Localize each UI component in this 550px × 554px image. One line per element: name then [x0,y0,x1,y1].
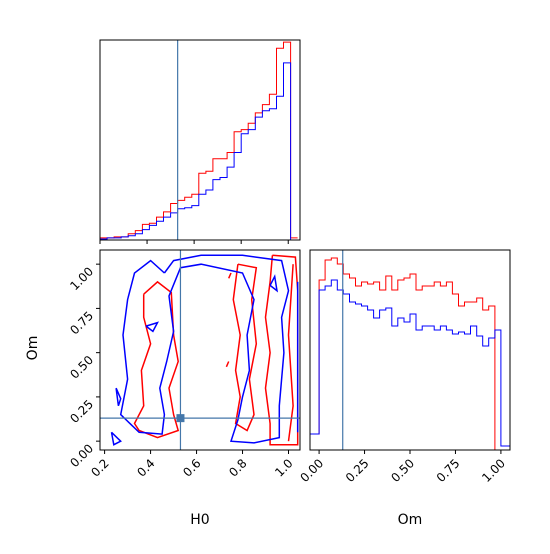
x-axis-label-om: Om [398,512,423,528]
y-tick-label: 0.75 [67,309,96,338]
panel-h0-marginal [99,39,301,244]
contour-0-1 [287,264,294,442]
contour-1-4 [145,321,159,333]
contour-0-4 [228,272,232,279]
panel-om-marginal: 0.00 0.25 0.50 0.75 1.00 [297,249,511,485]
x-tick-label: 0.25 [343,456,372,485]
panel-frame [99,249,301,451]
truth-marker [176,414,185,423]
x-tick-label: 1.0 [272,456,295,479]
contour-0-2 [133,280,180,439]
x-tick-label: 0.00 [297,456,326,485]
contour-0-5 [225,361,230,368]
panel-frame [309,249,511,451]
y-tick-label: 0.50 [67,353,96,382]
x-tick-label: 0.75 [434,456,463,485]
x-tick-label: 1.00 [479,456,508,485]
contour-0-3 [232,263,258,432]
contour-1-5 [269,274,279,293]
x-tick-label: 0.4 [134,456,157,479]
y-tick-label: 0.25 [67,397,96,426]
contour-1-2 [110,431,122,446]
panel-h0-om-2d: 0.2 0.4 0.6 0.8 1.00.000.250.500.751.00 [67,249,301,480]
y-tick-label: 1.00 [67,264,96,293]
x-tick-label: 0.2 [88,456,111,479]
x-tick-label: 0.8 [226,456,249,479]
hist-series-1 [100,62,298,241]
hist-series-1 [310,279,510,447]
panel-frame [99,39,301,241]
contour-1-0 [119,254,290,444]
x-axis-label-h0: H0 [190,512,209,528]
contour-1-3 [115,387,122,407]
x-tick-label: 0.6 [180,456,203,479]
hist-series-0 [100,41,298,239]
hist-series-0 [310,257,510,451]
x-tick-label: 0.50 [388,456,417,485]
y-axis-label-om: Om [25,336,41,361]
